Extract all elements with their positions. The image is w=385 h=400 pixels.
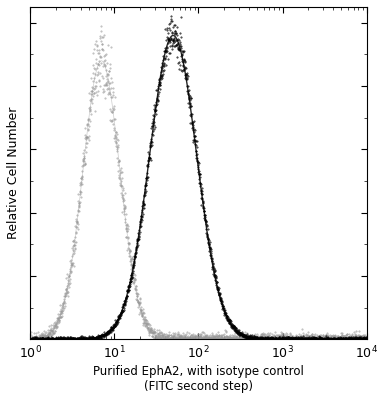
X-axis label: Purified EphA2, with isotype control
(FITC second step): Purified EphA2, with isotype control (FI… [93,365,304,393]
Y-axis label: Relative Cell Number: Relative Cell Number [7,107,20,239]
